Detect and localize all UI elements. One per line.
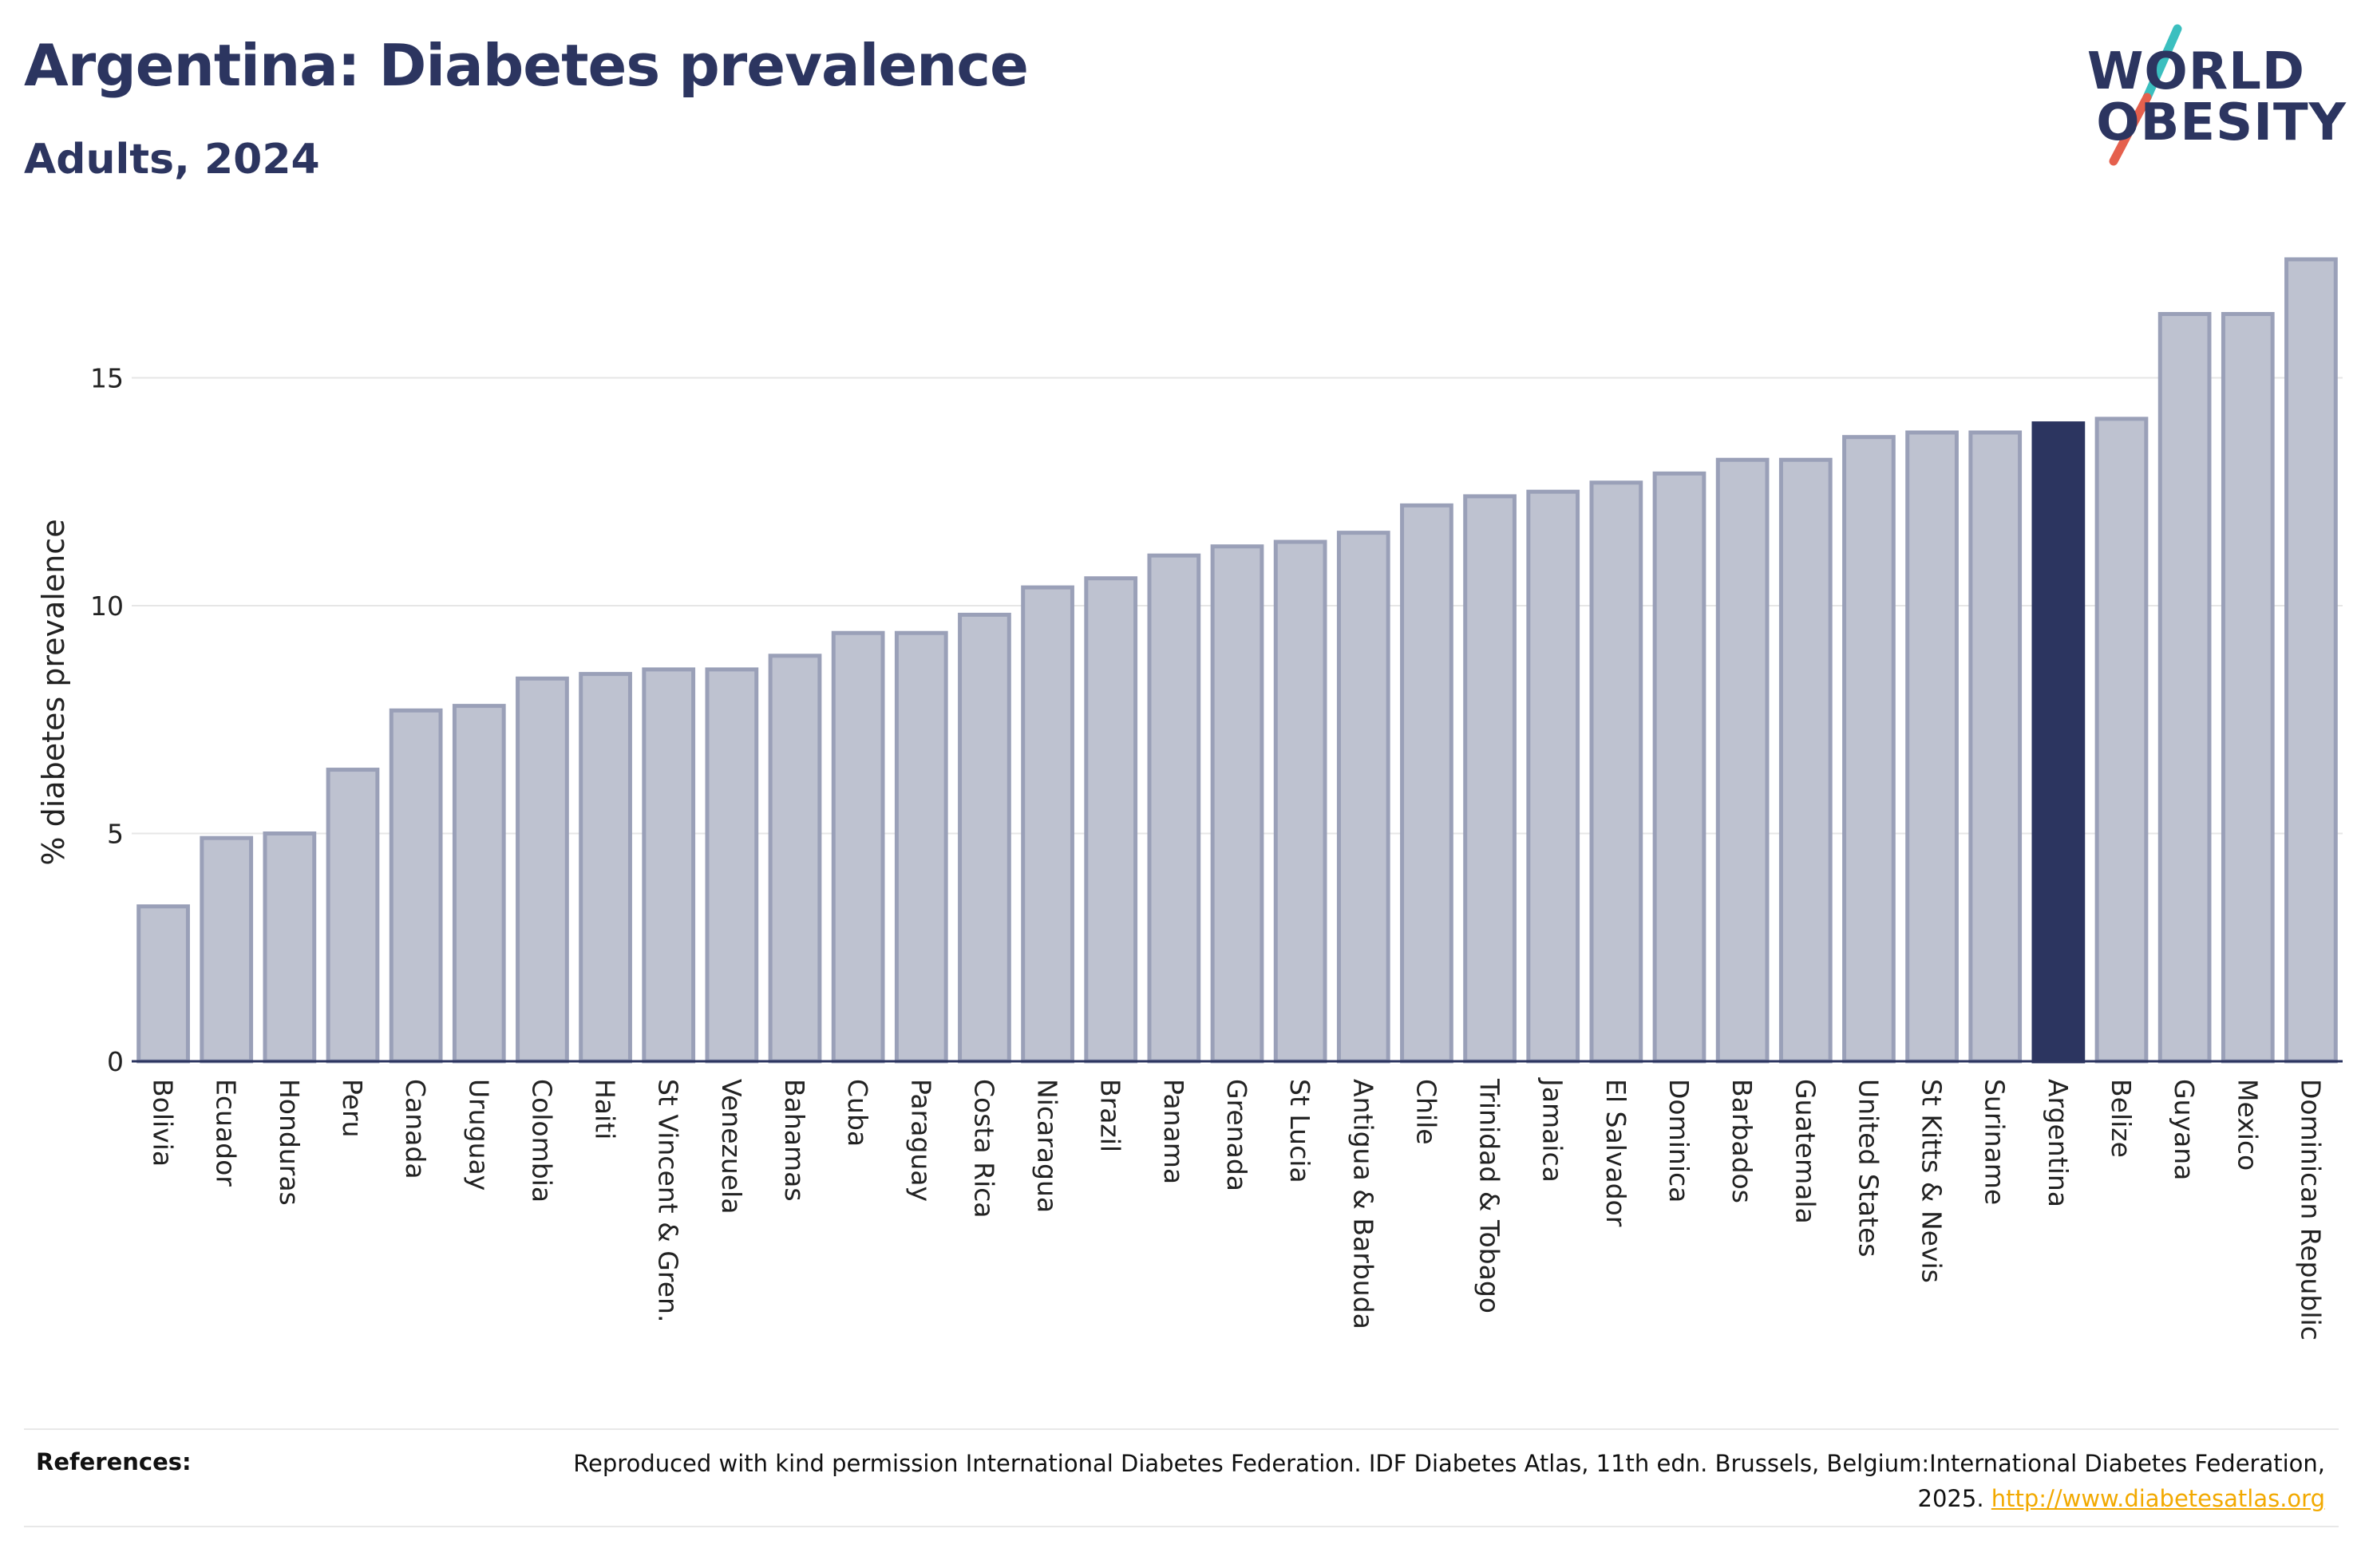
world-obesity-logo: WORLD OBESITY xyxy=(2083,24,2347,168)
x-tick-label: Jamaica xyxy=(1537,1077,1568,1183)
x-tick-label: Cuba xyxy=(842,1079,873,1147)
bar-trinidad-tobago xyxy=(1463,494,1517,1064)
bar-st-vincent-gren- xyxy=(642,667,696,1064)
bar-uruguay xyxy=(452,704,506,1064)
references-divider-top xyxy=(24,1428,2339,1430)
x-tick-label: Colombia xyxy=(526,1079,557,1203)
y-tick-label: 15 xyxy=(90,362,124,393)
bar-st-kitts-nevis xyxy=(1905,430,1959,1064)
y-tick-label: 0 xyxy=(107,1046,124,1077)
x-tick-label: El Salvador xyxy=(1600,1079,1631,1227)
bar-dominica xyxy=(1652,471,1706,1064)
bar-belize xyxy=(2094,417,2149,1064)
bar-guatemala xyxy=(1778,457,1833,1064)
x-tick-label: Ecuador xyxy=(211,1079,242,1187)
bar-nicaragua xyxy=(1021,585,1074,1064)
x-tick-label: Grenada xyxy=(1221,1079,1252,1191)
bar-el-salvador xyxy=(1589,480,1643,1064)
bar-peru xyxy=(326,768,380,1064)
x-tick-label: Guatemala xyxy=(1790,1079,1821,1224)
bar-suriname xyxy=(1968,430,2023,1064)
logo-text-world: WORLD xyxy=(2086,42,2305,101)
x-tick-label: Bolivia xyxy=(148,1079,179,1167)
x-tick-label: St Lucia xyxy=(1284,1079,1315,1183)
bar-guyana xyxy=(2157,312,2212,1064)
bar-bolivia xyxy=(136,904,190,1064)
bar-chart: 0 5 10 15 % diabetes prevalence Bolivia Ecuado… xyxy=(36,257,2343,1341)
x-tick-label: St Vincent & Gren. xyxy=(653,1079,684,1322)
bar-cuba xyxy=(831,630,885,1064)
x-tick-label: Uruguay xyxy=(463,1079,494,1191)
bar-dominican-republic xyxy=(2284,257,2338,1064)
y-tick-label: 10 xyxy=(90,590,124,622)
x-tick-label: Honduras xyxy=(274,1079,305,1206)
references-body: Reproduced with kind permission Internat… xyxy=(573,1450,2325,1512)
bar-panama xyxy=(1147,553,1201,1064)
bar-barbados xyxy=(1715,457,1770,1064)
y-axis-title: % diabetes prevalence xyxy=(36,519,71,865)
bar-honduras xyxy=(263,831,317,1064)
chart-title: Argentina: Diabetes prevalence xyxy=(24,32,1029,99)
references-text: Reproduced with kind permission Internat… xyxy=(569,1446,2325,1516)
x-tick-label: Costa Rica xyxy=(968,1079,999,1218)
x-tick-label: St Kitts & Nevis xyxy=(1916,1079,1948,1283)
logo-slash-icon xyxy=(2109,24,2182,166)
x-tick-label: Brazil xyxy=(1095,1079,1126,1152)
x-tick-label: Venezuela xyxy=(716,1079,747,1214)
x-tick-label: United States xyxy=(1853,1079,1884,1257)
references-link[interactable]: http://www.diabetesatlas.org xyxy=(1991,1485,2325,1512)
bar-grenada xyxy=(1210,544,1264,1064)
bar-canada xyxy=(389,708,443,1064)
bar-st-lucia xyxy=(1273,539,1327,1064)
x-tick-label: Canada xyxy=(400,1079,431,1179)
x-tick-label: Paraguay xyxy=(905,1079,936,1202)
bar-antigua-barbuda xyxy=(1336,531,1390,1064)
bar-jamaica xyxy=(1526,489,1580,1064)
bar-venezuela xyxy=(705,667,759,1064)
x-tick-label: Argentina xyxy=(2043,1079,2074,1207)
bar-ecuador xyxy=(200,835,254,1064)
x-tick-label: Belize xyxy=(2106,1079,2137,1158)
x-tick-label: Antigua & Barbuda xyxy=(1347,1079,1378,1329)
x-tick-label: Guyana xyxy=(2169,1079,2200,1180)
x-tick-label: Panama xyxy=(1158,1079,1189,1184)
bar-bahamas xyxy=(768,654,822,1064)
x-tick-label: Peru xyxy=(337,1079,368,1138)
y-tick-label: 5 xyxy=(107,818,124,849)
x-tick-label: Dominican Republic xyxy=(2295,1079,2326,1341)
x-tick-label: Dominica xyxy=(1663,1079,1695,1203)
x-tick-label: Barbados xyxy=(1726,1079,1758,1203)
x-tick-label: Bahamas xyxy=(779,1079,810,1202)
x-tick-label: Nicaragua xyxy=(1032,1079,1063,1213)
x-tick-label: Chile xyxy=(1410,1079,1442,1145)
references-divider-bottom xyxy=(24,1526,2339,1527)
bar-united-states xyxy=(1842,435,1896,1064)
references-heading: References: xyxy=(36,1448,192,1475)
bar-brazil xyxy=(1084,576,1138,1064)
bar-colombia xyxy=(516,676,569,1064)
bar-mexico xyxy=(2221,312,2275,1064)
logo-text-obesity: OBESITY xyxy=(2096,93,2347,152)
bar-haiti xyxy=(579,672,632,1064)
bar-costa-rica xyxy=(958,612,1011,1064)
bar-argentina xyxy=(2031,421,2086,1064)
bar-chile xyxy=(1400,503,1453,1064)
x-tick-label: Haiti xyxy=(590,1079,621,1139)
x-tick-label: Trinidad & Tobago xyxy=(1474,1078,1505,1313)
x-tick-label: Suriname xyxy=(1979,1079,2011,1205)
x-tick-label: Mexico xyxy=(2232,1079,2263,1171)
chart-subtitle: Adults, 2024 xyxy=(24,136,320,184)
bar-paraguay xyxy=(894,630,948,1064)
